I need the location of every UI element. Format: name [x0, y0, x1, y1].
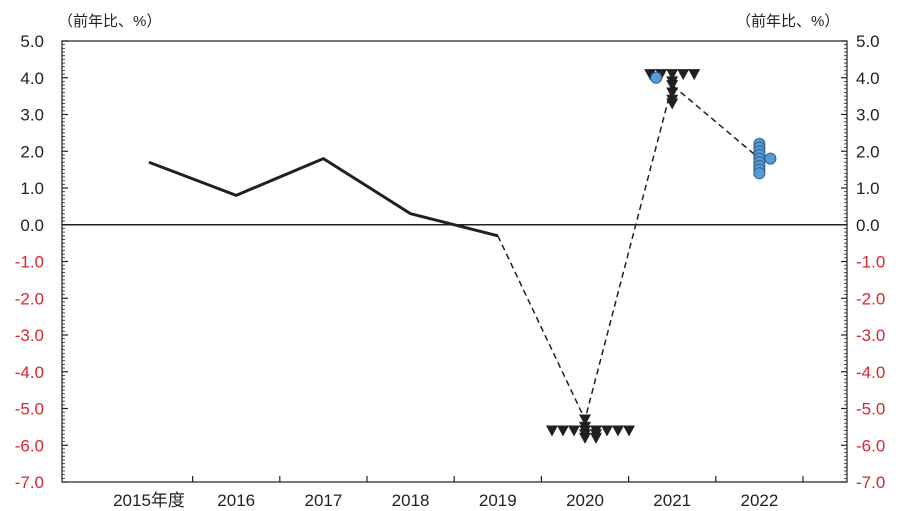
y-tick-label-right: 5.0 — [856, 32, 880, 51]
x-tick-label: 2020 — [566, 491, 604, 510]
forecast-triangle-marker — [666, 80, 679, 92]
forecast-triangle-marker — [579, 414, 591, 426]
x-tick-label: 2019 — [479, 491, 517, 510]
y-tick-label-left: -3.0 — [15, 326, 44, 345]
forecast-circle-marker — [764, 152, 777, 165]
y-tick-label-left: 4.0 — [20, 69, 44, 88]
forecast-circle-marker — [753, 167, 766, 180]
forecast-triangle-marker — [557, 425, 569, 437]
forecast-triangle-marker — [666, 98, 679, 110]
forecast-triangle-marker — [546, 425, 558, 437]
forecast-triangle-marker — [666, 87, 679, 99]
x-tick-label: 2017 — [304, 491, 342, 510]
y-tick-label-left: -6.0 — [15, 436, 44, 455]
y-tick-label-right: -3.0 — [856, 326, 885, 345]
y-tick-label-left: 2.0 — [20, 142, 44, 161]
y-tick-label-left: 1.0 — [20, 179, 44, 198]
x-tick-label: 2018 — [392, 491, 430, 510]
y-tick-label-right: 2.0 — [856, 142, 880, 161]
y-tick-label-right: -5.0 — [856, 400, 885, 419]
y-tick-label-left: 5.0 — [20, 32, 44, 51]
y-tick-label-right: -4.0 — [856, 363, 885, 382]
forecast-circle-marker — [650, 71, 663, 84]
y-tick-label-left: -4.0 — [15, 363, 44, 382]
y-tick-label-left: 0.0 — [20, 216, 44, 235]
y-tick-label-right: -2.0 — [856, 289, 885, 308]
forecast-triangle-marker — [590, 432, 602, 444]
forecast-triangle-marker — [623, 425, 635, 437]
x-tick-label: 2022 — [740, 491, 778, 510]
x-tick-label: 2016 — [217, 491, 255, 510]
y-tick-label-right: -7.0 — [856, 473, 885, 492]
y-tick-label-left: 3.0 — [20, 106, 44, 125]
forecast-triangle-marker — [644, 69, 657, 81]
forecast-triangle-marker — [612, 425, 624, 437]
y-tick-label-right: 3.0 — [856, 106, 880, 125]
y-tick-label-right: -1.0 — [856, 253, 885, 272]
y-tick-label-left: -1.0 — [15, 253, 44, 272]
forecast-triangle-marker — [688, 69, 701, 81]
y-tick-label-left: -5.0 — [15, 400, 44, 419]
x-tick-label: 2021 — [653, 491, 691, 510]
y-tick-label-left: -7.0 — [15, 473, 44, 492]
y-tick-label-right: 4.0 — [856, 69, 880, 88]
forecast-triangle-marker — [568, 425, 580, 437]
y-tick-label-left: -2.0 — [15, 289, 44, 308]
forecast-triangle-marker — [666, 69, 679, 81]
y-tick-label-right: -6.0 — [856, 436, 885, 455]
left-unit-label: （前年比、%） — [58, 13, 161, 30]
y-tick-label-right: 1.0 — [856, 179, 880, 198]
right-unit-label: （前年比、%） — [736, 13, 839, 30]
forecast-triangle-marker — [601, 425, 613, 437]
plot-area — [61, 40, 848, 483]
actual-series-line — [148, 157, 499, 238]
forecast-triangle-marker — [579, 432, 591, 444]
x-tick-label: 2015年度 — [113, 491, 185, 510]
forecast-triangle-marker — [677, 69, 690, 81]
y-tick-label-right: 0.0 — [856, 216, 880, 235]
forecast-median-line — [497, 84, 760, 421]
